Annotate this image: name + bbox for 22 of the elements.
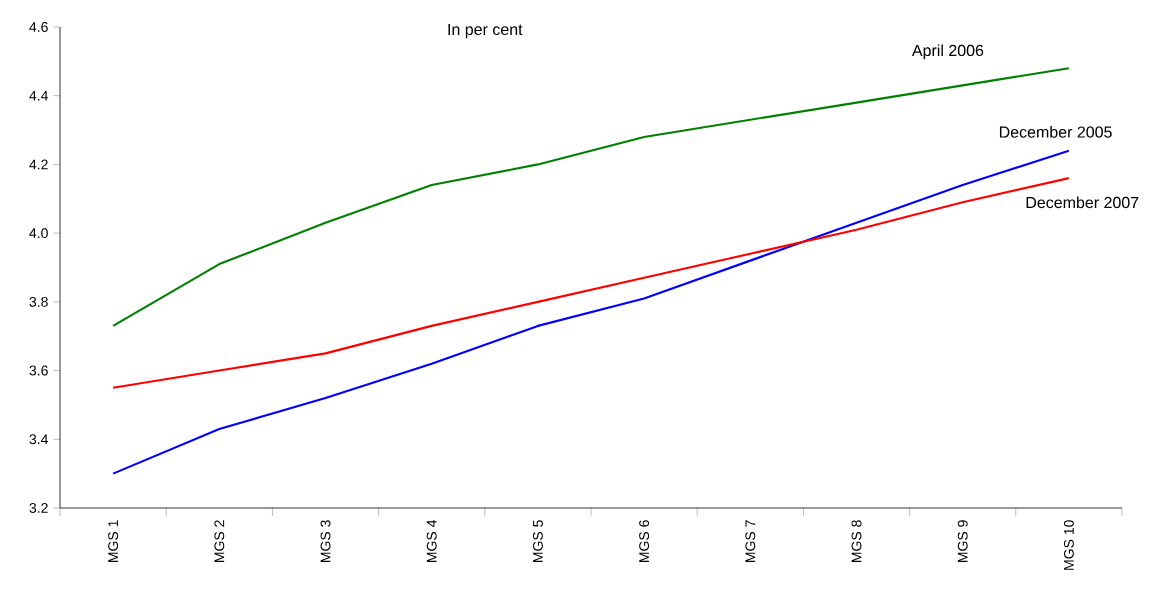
x-tick-label: MGS 8 (851, 520, 862, 562)
x-tick-label: MGS 10 (1063, 520, 1074, 570)
y-tick-label: 4.0 (29, 228, 48, 239)
y-tick-label: 3.4 (29, 434, 48, 445)
x-tick-label: MGS 2 (214, 520, 225, 562)
x-tick-label: MGS 4 (426, 520, 437, 562)
x-tick-label: MGS 3 (320, 520, 331, 562)
series-label: December 2007 (1026, 196, 1139, 209)
x-tick-label: MGS 1 (108, 520, 119, 562)
y-tick-label: 4.4 (29, 90, 48, 101)
series-label: December 2005 (999, 126, 1112, 138)
y-tick-label: 3.6 (29, 365, 48, 376)
y-tick-label: 3.2 (29, 503, 48, 513)
x-tick-label: MGS 5 (532, 520, 543, 562)
x-tick-label: MGS 7 (745, 520, 756, 562)
chart-title: In per cent (448, 23, 523, 39)
y-tick-label: 4.2 (29, 159, 48, 170)
y-tick-label: 4.6 (29, 22, 48, 32)
y-tick-label: 3.8 (29, 296, 48, 307)
x-tick-label: MGS 6 (639, 520, 650, 562)
series-label: April 2006 (911, 44, 984, 60)
x-tick-label: MGS 9 (957, 520, 968, 562)
